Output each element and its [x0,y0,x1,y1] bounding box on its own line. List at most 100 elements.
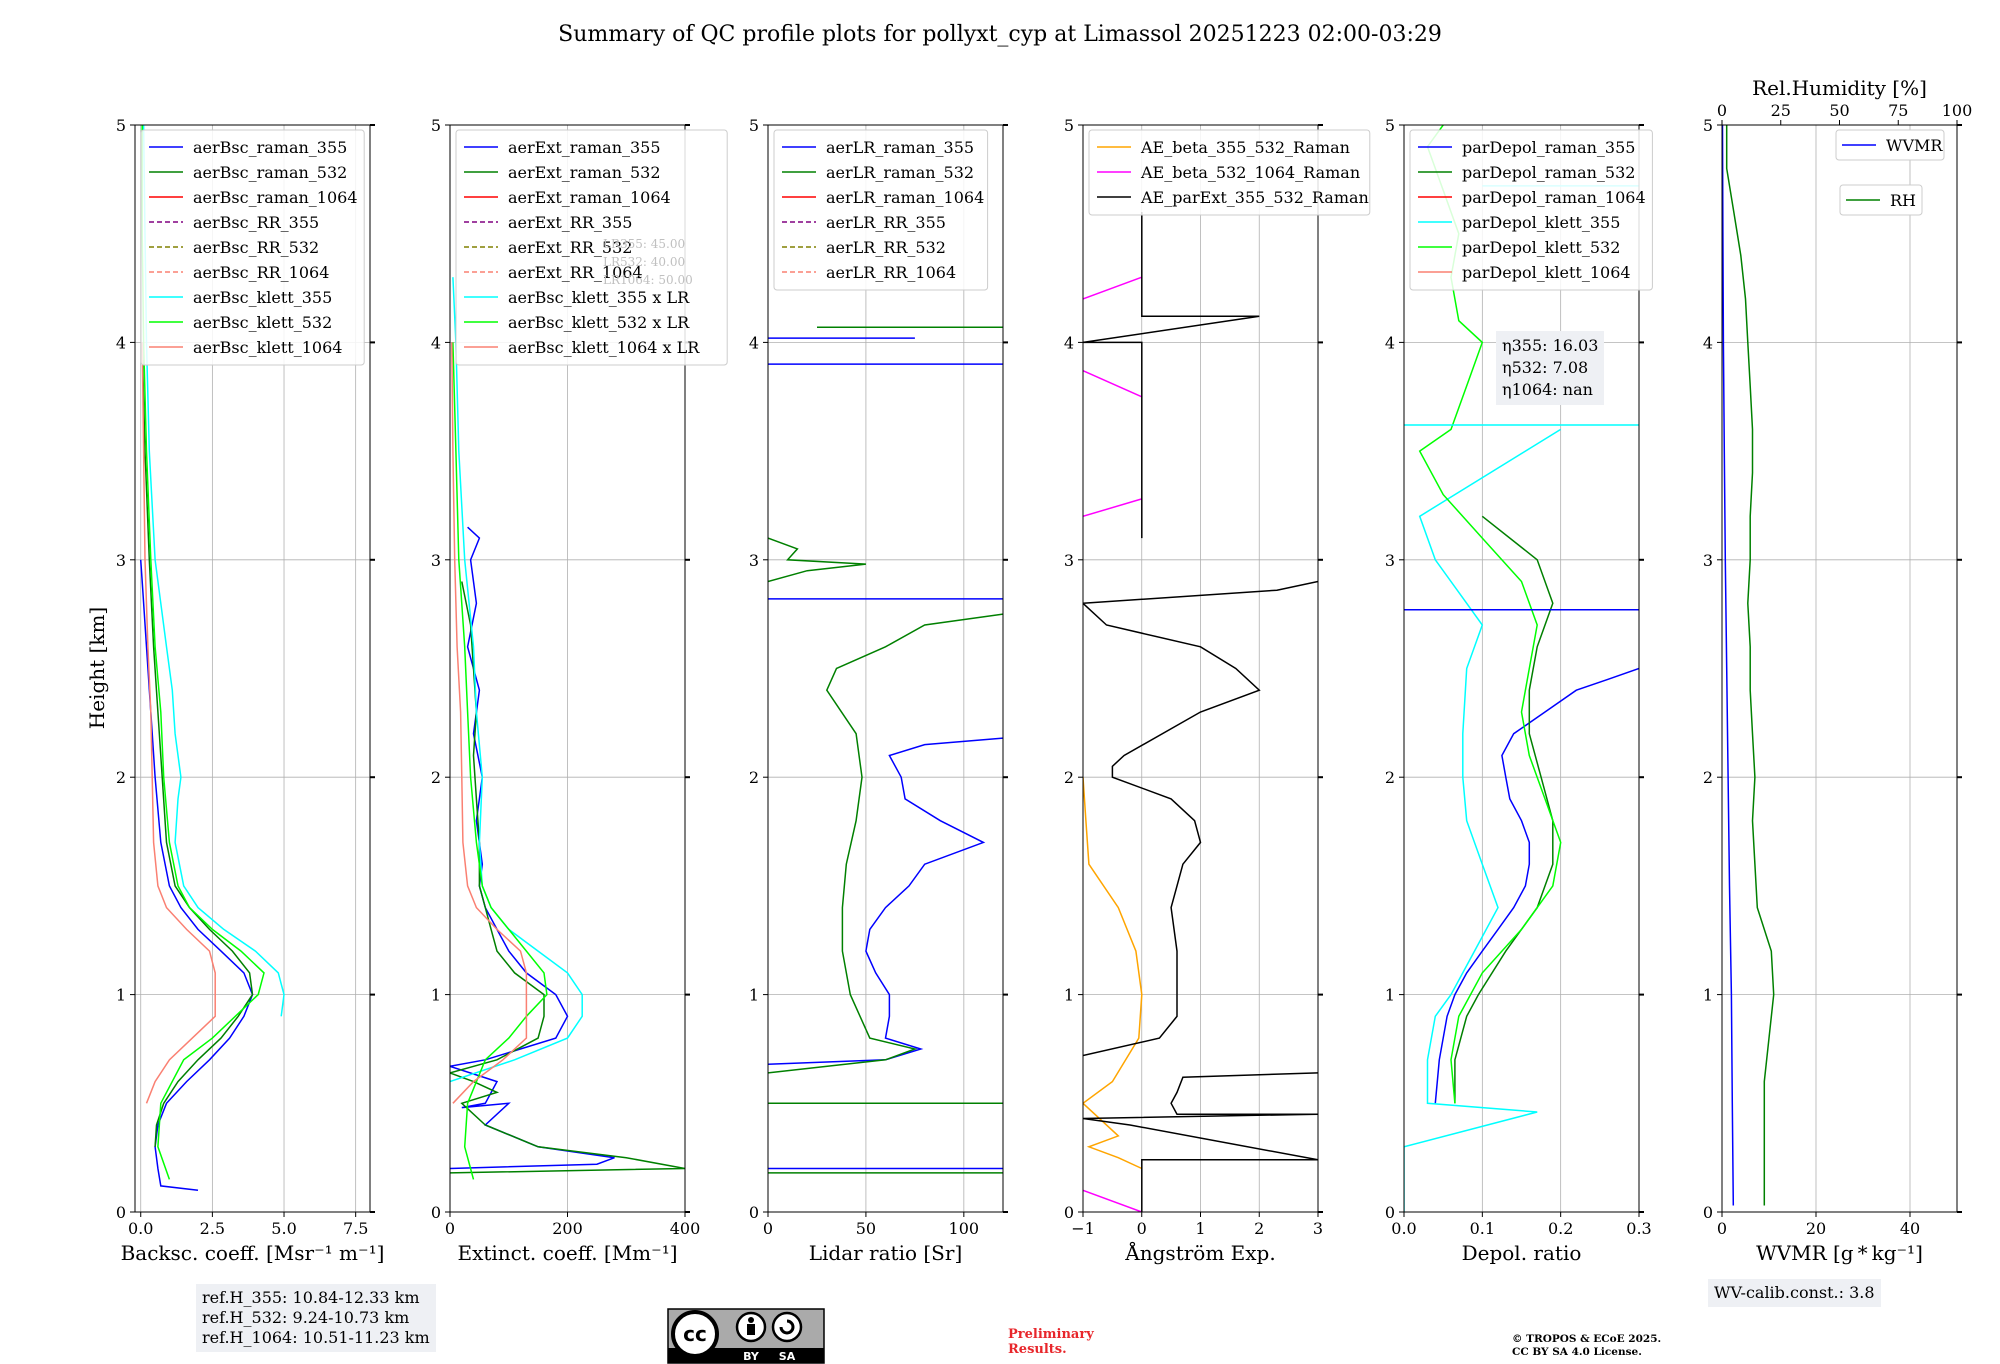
y-tick-label: 4 [1064,333,1074,352]
eta-532: η532: 7.08 [1502,358,1589,377]
series-aerBsc_klett_532 [141,125,265,1180]
legend-label: aerLR_RR_355 [826,213,946,232]
legend-label: aerBsc_raman_532 [193,163,347,182]
x-tick-label: 0.2 [1548,1219,1573,1238]
x-tick-label: 0 [1137,1219,1147,1238]
y-tick-label: 4 [1385,333,1395,352]
legend-label: aerBsc_klett_1064 [193,338,342,357]
series-aerExt_raman_355 [450,526,615,1170]
series-aerBsc_raman_532 [141,342,254,1147]
legend-label: parDepol_klett_1064 [1462,263,1631,282]
y-tick-label: 0 [1385,1203,1395,1222]
y-tick-label: 1 [1064,986,1074,1005]
legend-box [455,129,728,366]
top-tick-label: 25 [1771,101,1791,120]
legend-label: parDepol_raman_1064 [1462,188,1646,207]
panel-bsc: 0.0 2.5 5.0 7.5 0 1 2 3 4 5 Backsc. coeff. [Msr⁻¹ … [116,116,385,1265]
legend-label: RH [1890,191,1916,210]
x-tick-label: 2 [1254,1219,1264,1238]
sa-icon [771,1311,803,1343]
y-tick-label: 3 [1064,551,1074,570]
y-tick-label: 4 [1703,333,1713,352]
x-tick-label: 0.0 [128,1219,153,1238]
series-AE_beta_532_1064_Raman [1083,1189,1143,1212]
copyright-note: © TROPOS & ECoE 2025. CC BY SA 4.0 Licen… [1512,1333,1661,1359]
x-tick-label: 40 [1900,1219,1920,1238]
y-tick-label: 1 [116,986,126,1005]
ref-height-532: ref.H_532: 9.24-10.73 km [202,1308,410,1327]
legend-label: AE_beta_532_1064_Raman [1140,163,1360,182]
top-tick-label: 100 [1942,101,1973,120]
y-tick-label: 2 [1703,768,1713,787]
y-tick-label: 4 [431,333,441,352]
legend-label: parDepol_klett_532 [1462,238,1620,257]
axes-frame [767,124,1004,1213]
legend-label: AE_parExt_355_532_Raman [1140,188,1369,207]
legend-label: aerBsc_klett_1064 x LR [508,338,700,357]
x-tick-label: 5.0 [271,1219,296,1238]
y-tick-label: 1 [749,986,759,1005]
legend-label: WVMR [1886,136,1943,155]
legend-label: aerBsc_raman_1064 [193,188,358,207]
legend-box [1839,184,1923,216]
top-tick-label: 75 [1888,101,1908,120]
series-aerLR_532_noise_30 [768,537,866,583]
legend-box [1409,129,1653,291]
axes-frame [1403,124,1640,1213]
legend-label: aerExt_RR_355 [508,213,632,232]
copyright-line-2: CC BY SA 4.0 License. [1512,1346,1642,1358]
series-aerLR_raman_355 [768,737,1003,1065]
x-axis-label: Lidar ratio [Sr] [809,1241,963,1265]
x-tick-label: 2.5 [200,1219,225,1238]
y-tick-label: 2 [116,768,126,787]
top-tick-label: 0 [1717,101,1727,120]
panel-depol: 0.0 0.1 0.2 0.3 0 1 2 3 4 5 Depol. ratio parDepol_r… [1385,116,1653,1265]
preliminary-note: Preliminary Results. [1008,1327,1094,1357]
axes-frame [134,124,371,1213]
legend-label: aerLR_raman_532 [826,163,974,182]
series-group [139,125,285,1192]
y-tick-label: 3 [749,551,759,570]
x-tick-label: 7.5 [343,1219,368,1238]
series-RH [1725,125,1775,1206]
legend-label: aerExt_raman_532 [508,163,661,182]
series-aerBsc_klett_532 x LR [452,342,548,1180]
panel-ext: 0 200 400 0 1 2 3 4 5 Extinct. coeff. [Mm⁻¹] aerEx… [431,116,728,1265]
eta-1064: η1064: nan [1502,380,1593,399]
legend-label: aerBsc_klett_532 x LR [508,313,690,332]
x-tick-label: 0 [1717,1219,1727,1238]
x-axis-label: Backsc. coeff. [Msr⁻¹ m⁻¹] [121,1241,385,1265]
x-tick-label: 0.0 [1391,1219,1416,1238]
legend-label: aerBsc_klett_355 x LR [508,288,690,307]
y-tick-label: 2 [749,768,759,787]
legend-box [140,129,365,366]
legend-box [1835,129,1945,161]
y-tick-label: 0 [749,1203,759,1222]
series-group [1722,125,1775,1206]
panel-lr: 0 50 100 0 1 2 3 4 5 Lidar ratio [Sr] aerLR_raman_… [749,116,1008,1265]
x-tick-label: 3 [1313,1219,1323,1238]
series-group [1083,212,1318,1212]
x-tick-label: 50 [856,1219,876,1238]
y-tick-label: 4 [116,333,126,352]
legend-label: aerLR_RR_532 [826,238,946,257]
preliminary-line-2: Results. [1008,1342,1067,1357]
x-tick-label: 400 [670,1219,701,1238]
legend-label: aerExt_RR_532 [508,238,632,257]
ref-height-355: ref.H_355: 10.84-12.33 km [202,1288,420,1307]
y-tick-label: 3 [1385,551,1395,570]
legend-label: aerBsc_RR_1064 [193,263,329,282]
x-tick-label: 200 [552,1219,583,1238]
x-tick-label: 0 [445,1219,455,1238]
legend-label: aerBsc_RR_532 [193,238,319,257]
x-axis-label: Extinct. coeff. [Mm⁻¹] [457,1241,677,1265]
reference-heights-box: ref.H_355: 10.84-12.33 km ref.H_532: 9.2… [196,1284,436,1352]
legend-label: aerBsc_raman_355 [193,138,347,157]
x-axis-label: Depol. ratio [1462,1241,1582,1265]
legend-label: aerLR_raman_355 [826,138,974,157]
y-tick-label: 5 [749,116,759,135]
y-tick-label: 0 [1064,1203,1074,1222]
series-aerExt_raman_532 [450,581,685,1174]
